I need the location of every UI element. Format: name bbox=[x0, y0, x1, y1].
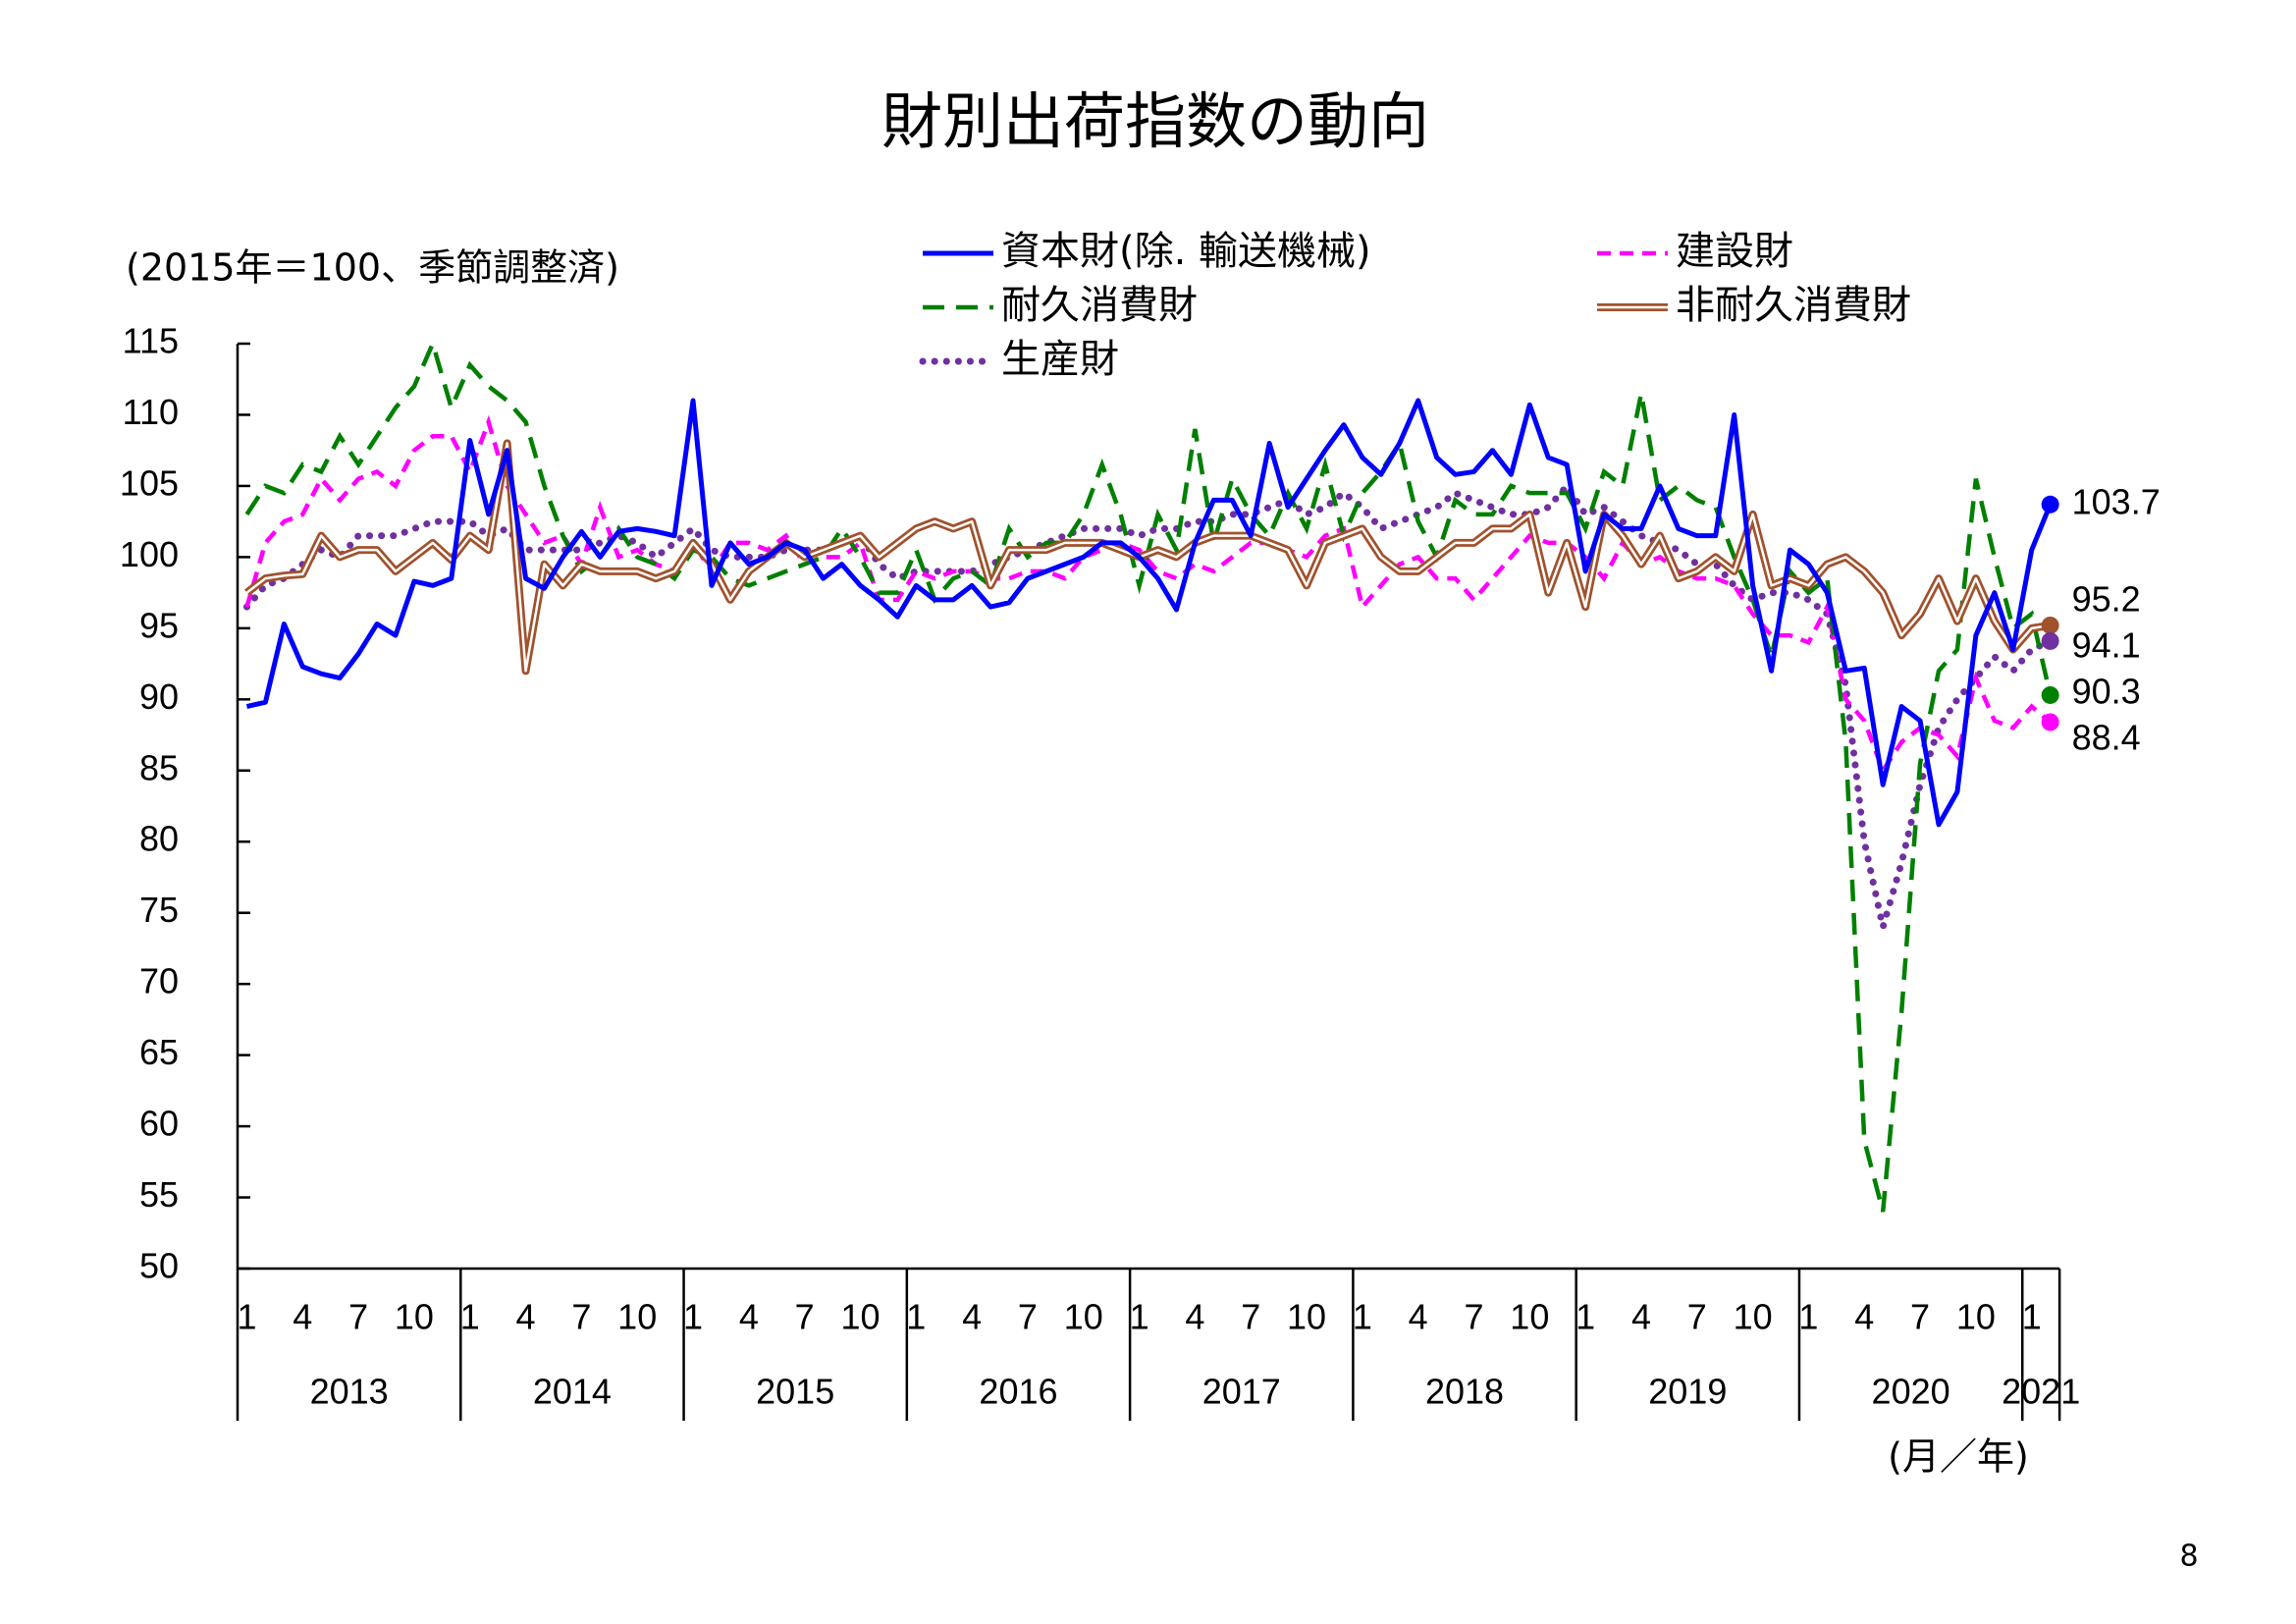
end-point bbox=[2041, 685, 2059, 704]
x-tick-label: 1 bbox=[237, 1297, 256, 1337]
x-tick-label: 10 bbox=[1064, 1297, 1103, 1337]
x-tick-label: 10 bbox=[1734, 1297, 1773, 1337]
legend-label: 建設財 bbox=[1676, 229, 1793, 274]
series-line bbox=[245, 398, 2053, 828]
year-label: 2020 bbox=[1872, 1372, 1950, 1412]
y-tick-label: 60 bbox=[139, 1104, 179, 1144]
x-tick-label: 10 bbox=[617, 1297, 657, 1337]
y-tick-label: 70 bbox=[139, 961, 179, 1001]
x-tick-label: 1 bbox=[1798, 1297, 1818, 1337]
x-unit: (月／年) bbox=[1888, 1435, 2029, 1479]
x-tick-label: 7 bbox=[1910, 1297, 1930, 1337]
end-label: 94.1 bbox=[2072, 624, 2141, 665]
year-label: 2018 bbox=[1425, 1372, 1504, 1412]
series-line bbox=[244, 414, 2053, 776]
x-tick-label: 1 bbox=[1353, 1297, 1372, 1337]
end-point bbox=[2041, 616, 2059, 634]
y-tick-label: 115 bbox=[123, 321, 179, 361]
x-tick-label: 7 bbox=[1464, 1297, 1483, 1337]
end-point bbox=[2041, 495, 2059, 514]
end-point bbox=[2041, 631, 2059, 650]
legend-label: 生産財 bbox=[1001, 337, 1119, 382]
x-tick-label: 7 bbox=[348, 1297, 368, 1337]
year-label: 2014 bbox=[533, 1372, 612, 1412]
y-tick-label: 85 bbox=[139, 747, 179, 787]
x-tick-label: 7 bbox=[1018, 1297, 1038, 1337]
x-tick-label: 1 bbox=[683, 1297, 703, 1337]
x-tick-label: 10 bbox=[1956, 1297, 1996, 1337]
year-label: 2015 bbox=[756, 1372, 834, 1412]
year-label: 2021 bbox=[2002, 1372, 2080, 1412]
x-tick-label: 4 bbox=[739, 1297, 759, 1337]
y-unit: (2015年＝100、季節調整済) bbox=[126, 246, 619, 290]
end-label: 95.2 bbox=[2072, 578, 2141, 619]
x-tick-label: 4 bbox=[516, 1297, 536, 1337]
x-tick-label: 10 bbox=[395, 1297, 434, 1337]
y-tick-label: 100 bbox=[120, 534, 179, 574]
y-tick-label: 65 bbox=[139, 1032, 179, 1072]
x-tick-label: 1 bbox=[1130, 1297, 1149, 1337]
year-label: 2019 bbox=[1648, 1372, 1727, 1412]
y-tick-label: 80 bbox=[139, 819, 179, 859]
legend-label: 資本財(除. 輸送機械) bbox=[1001, 229, 1371, 274]
x-tick-label: 7 bbox=[1687, 1297, 1707, 1337]
y-tick-label: 110 bbox=[123, 392, 179, 432]
x-tick-label: 7 bbox=[795, 1297, 815, 1337]
x-tick-label: 7 bbox=[571, 1297, 591, 1337]
y-tick-label: 105 bbox=[120, 462, 179, 503]
y-tick-label: 90 bbox=[139, 677, 179, 717]
x-tick-label: 4 bbox=[1185, 1297, 1204, 1337]
year-label: 2013 bbox=[310, 1372, 389, 1412]
y-tick-label: 75 bbox=[139, 890, 179, 930]
y-tick-label: 50 bbox=[139, 1246, 179, 1286]
page-number: 8 bbox=[2179, 1540, 2198, 1574]
end-label: 88.4 bbox=[2072, 717, 2141, 757]
x-tick-label: 1 bbox=[1575, 1297, 1595, 1337]
x-tick-label: 1 bbox=[2022, 1297, 2042, 1337]
y-tick-label: 95 bbox=[139, 605, 179, 645]
x-tick-label: 4 bbox=[962, 1297, 982, 1337]
x-tick-label: 4 bbox=[293, 1297, 312, 1337]
x-tick-label: 4 bbox=[1854, 1297, 1874, 1337]
x-tick-label: 10 bbox=[1287, 1297, 1326, 1337]
x-tick-label: 1 bbox=[460, 1297, 480, 1337]
x-tick-label: 4 bbox=[1631, 1297, 1651, 1337]
end-point bbox=[2041, 713, 2059, 731]
x-tick-label: 10 bbox=[1510, 1297, 1549, 1337]
legend-label: 非耐久消費財 bbox=[1676, 283, 1911, 328]
end-label: 103.7 bbox=[2072, 481, 2161, 521]
year-label: 2017 bbox=[1202, 1372, 1281, 1412]
series-line bbox=[245, 442, 2051, 673]
x-tick-label: 1 bbox=[906, 1297, 926, 1337]
legend-label: 耐久消費財 bbox=[1001, 283, 1198, 328]
x-tick-label: 10 bbox=[840, 1297, 880, 1337]
x-tick-label: 7 bbox=[1241, 1297, 1260, 1337]
chart-title: 財別出荷指数の動向 bbox=[881, 85, 1429, 157]
series-line bbox=[242, 480, 2055, 929]
y-tick-label: 55 bbox=[139, 1174, 179, 1215]
end-label: 90.3 bbox=[2072, 671, 2141, 711]
x-tick-label: 4 bbox=[1409, 1297, 1428, 1337]
year-label: 2016 bbox=[979, 1372, 1057, 1412]
